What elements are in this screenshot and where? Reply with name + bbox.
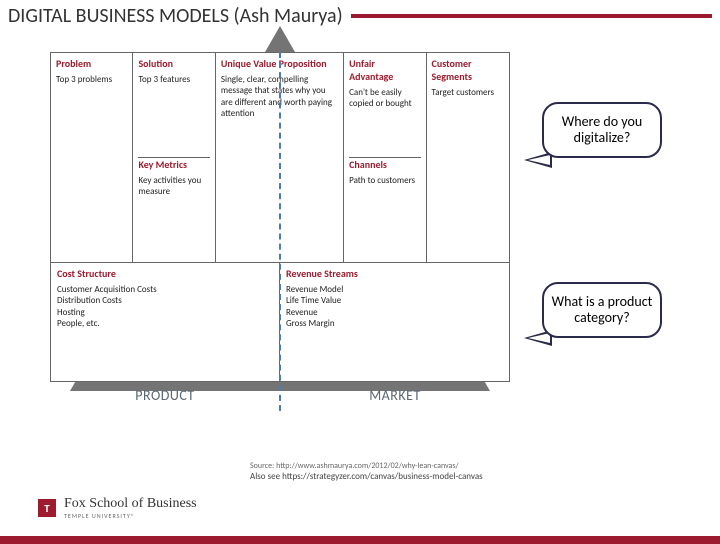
cell-revenue: Revenue Streams Revenue Model Life Time … — [280, 263, 509, 382]
hd-segments: Customer Segments — [432, 57, 504, 83]
product-market-bar: PRODUCT MARKET — [50, 381, 510, 411]
cell-segments: Customer Segments Target customers — [427, 53, 509, 262]
title-rule — [351, 14, 712, 18]
logo-text: Fox School of Business TEMPLE UNIVERSITY… — [64, 496, 197, 520]
center-divider — [279, 52, 281, 411]
page-title: DIGITAL BUSINESS MODELS (Ash Maurya) — [8, 4, 343, 28]
hd-revenue: Revenue Streams — [286, 267, 503, 280]
bd-channels: Path to customers — [349, 175, 420, 186]
logo-main: Fox School of Business — [64, 496, 197, 512]
cell-solution: Solution Top 3 features — [138, 57, 209, 158]
hd-channels: Channels — [349, 158, 420, 171]
footer-bar — [0, 536, 720, 544]
bd-segments: Target customers — [432, 87, 504, 98]
cell-problem: Problem Top 3 problems — [51, 53, 133, 262]
cell-key-metrics: Key Metrics Key activities you measure — [138, 158, 209, 259]
hd-solution: Solution — [138, 57, 209, 70]
bd-key-metrics: Key activities you measure — [138, 175, 209, 198]
label-market: MARKET — [280, 381, 510, 411]
cell-channels: Channels Path to customers — [349, 158, 420, 259]
footer-source: Source: http://www.ashmaurya.com/2012/02… — [250, 461, 483, 471]
bd-revenue: Revenue Model Life Time Value Revenue Gr… — [286, 284, 503, 329]
bd-solution: Top 3 features — [138, 74, 209, 85]
callout-digitalize: Where do you digitalize? — [542, 102, 662, 158]
hd-key-metrics: Key Metrics — [138, 158, 209, 171]
logo-t-icon: T — [38, 499, 56, 517]
title-bar: DIGITAL BUSINESS MODELS (Ash Maurya) — [8, 4, 712, 28]
footer-citation: Source: http://www.ashmaurya.com/2012/02… — [250, 461, 483, 482]
bd-cost: Customer Acquisition Costs Distribution … — [57, 284, 273, 329]
footer-also: Also see https://strategyzer.com/canvas/… — [250, 471, 483, 482]
hd-cost: Cost Structure — [57, 267, 273, 280]
hd-unfair: Unfair Advantage — [349, 57, 420, 83]
label-product: PRODUCT — [50, 381, 280, 411]
canvas-region: Problem Top 3 problems Solution Top 3 fe… — [50, 52, 510, 412]
cell-unfair: Unfair Advantage Can't be easily copied … — [349, 57, 420, 158]
cell-solution-metrics: Solution Top 3 features Key Metrics Key … — [133, 53, 215, 262]
bd-unfair: Can't be easily copied or bought — [349, 87, 420, 110]
callout-product-category: What is a product category? — [542, 282, 662, 338]
school-logo: T Fox School of Business TEMPLE UNIVERSI… — [38, 496, 197, 520]
logo-sub: TEMPLE UNIVERSITY® — [64, 512, 197, 520]
cell-cost: Cost Structure Customer Acquisition Cost… — [51, 263, 280, 382]
hd-problem: Problem — [56, 57, 127, 70]
cell-unfair-channels: Unfair Advantage Can't be easily copied … — [344, 53, 426, 262]
bd-problem: Top 3 problems — [56, 74, 127, 85]
